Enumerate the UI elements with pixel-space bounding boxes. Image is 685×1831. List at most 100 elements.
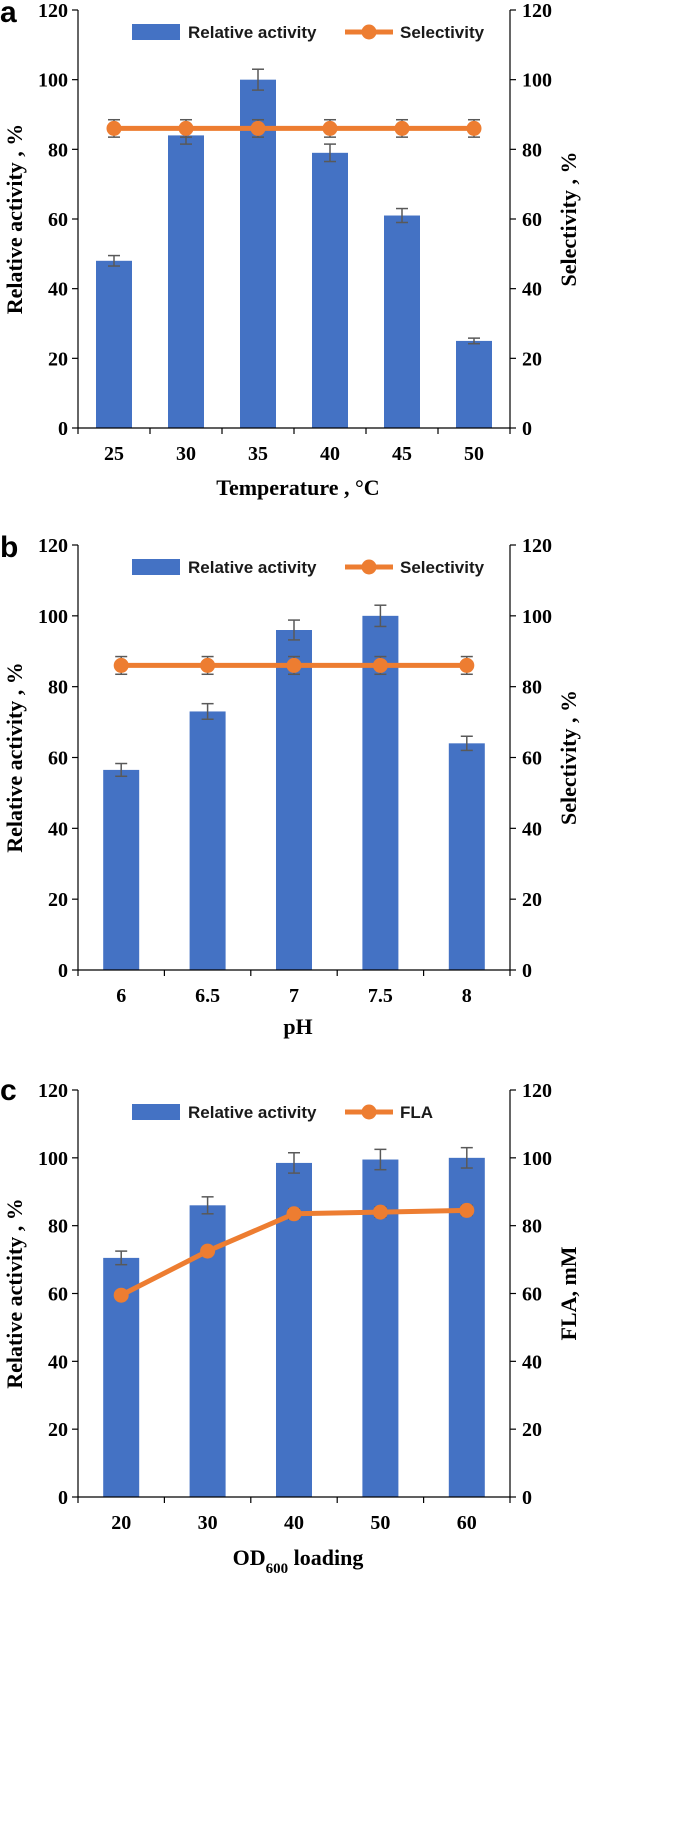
x-tick-label: 30 xyxy=(176,443,196,465)
y-tick-label-right: 0 xyxy=(522,960,532,982)
line-point-35 xyxy=(250,120,266,136)
panel-letter: c xyxy=(0,1074,17,1107)
x-tick-label: 25 xyxy=(104,443,124,465)
legend-marker xyxy=(361,1104,377,1120)
y-tick-label-left: 40 xyxy=(48,279,68,301)
bar-50 xyxy=(456,340,492,428)
x-axis-title: OD600 loading xyxy=(233,1545,364,1577)
bar-error-bar xyxy=(374,1148,387,1171)
x-tick-label: 40 xyxy=(320,443,340,465)
line-point-7.5 xyxy=(372,657,388,673)
chart-panel-b: b 0 0 20 20 40 40 60 60 80 80 100 100 120 120 6 6.5 7 7.5 8… xyxy=(0,531,581,1039)
bar-error-bar xyxy=(115,1250,128,1266)
line-point-40 xyxy=(286,1206,302,1222)
y-tick-label-left: 40 xyxy=(48,818,68,840)
y-axis-title-left: Relative activity , % xyxy=(2,1198,27,1389)
legend: Relative activity Selectivity xyxy=(132,558,485,577)
y-tick-label-right: 40 xyxy=(522,1351,542,1373)
x-tick-label: 35 xyxy=(248,443,268,465)
x-axis-title-rest: loading xyxy=(288,1545,363,1570)
y-tick-label-right: 40 xyxy=(522,818,542,840)
y-tick-label-right: 100 xyxy=(522,1148,552,1170)
x-tick-label: 40 xyxy=(284,1512,304,1534)
y-tick-label-right: 20 xyxy=(522,1419,542,1441)
y-tick-label-left: 120 xyxy=(38,535,68,557)
y-tick-label-left: 100 xyxy=(38,606,68,628)
x-tick-label: 20 xyxy=(111,1512,131,1534)
x-tick-label: 45 xyxy=(392,443,412,465)
y-tick-label-left: 100 xyxy=(38,70,68,92)
legend-label-bar: Relative activity xyxy=(188,1103,317,1122)
bar-error-bar xyxy=(288,619,300,641)
legend: Relative activity FLA xyxy=(132,1103,433,1122)
y-tick-label-left: 100 xyxy=(38,1148,68,1170)
y-tick-label-left: 120 xyxy=(38,1080,68,1102)
bar-error-bar xyxy=(201,1196,214,1215)
y-tick-label-left: 40 xyxy=(48,1351,68,1373)
bar-25 xyxy=(96,260,132,428)
y-tick-label-right: 80 xyxy=(522,1216,542,1238)
x-tick-label: 60 xyxy=(457,1512,477,1534)
panel-letter: b xyxy=(0,531,18,564)
bar-error-bar xyxy=(460,735,473,752)
bar-error-bar xyxy=(252,68,264,91)
bar-error-bar xyxy=(324,143,336,163)
x-tick-label: 50 xyxy=(370,1512,390,1534)
chart-panel-a: a 0 0 20 20 40 40 60 60 80 80 100 100 120 120 25 30 35 40 4… xyxy=(0,0,581,500)
y-tick-label-left: 80 xyxy=(48,677,68,699)
y-axis-title-left: Relative activity , % xyxy=(2,662,27,853)
bar-error-bar xyxy=(115,762,128,778)
bar-45 xyxy=(384,215,420,428)
legend-swatch-bar xyxy=(132,24,180,40)
y-tick-label-right: 0 xyxy=(522,1487,532,1509)
y-tick-label-left: 20 xyxy=(48,1419,68,1441)
bar-30 xyxy=(168,135,204,428)
y-tick-label-left: 20 xyxy=(48,889,68,911)
x-tick-label: 8 xyxy=(462,985,472,1007)
line-point-6 xyxy=(113,657,129,673)
y-axis-title-right: FLA, mM xyxy=(556,1246,581,1340)
panel-letter: a xyxy=(0,0,17,29)
legend-marker xyxy=(361,559,377,575)
y-tick-label-right: 120 xyxy=(522,1080,552,1102)
y-tick-label-left: 20 xyxy=(48,348,68,370)
y-tick-label-left: 0 xyxy=(58,418,68,440)
bar-6.5 xyxy=(189,711,226,970)
y-tick-label-right: 60 xyxy=(522,748,542,770)
x-tick-label: 6 xyxy=(116,985,126,1007)
line-point-7 xyxy=(286,657,302,673)
y-tick-label-right: 20 xyxy=(522,348,542,370)
line-point-60 xyxy=(459,1202,475,1218)
x-tick-label: 6.5 xyxy=(195,985,220,1007)
legend: Relative activity Selectivity xyxy=(132,23,485,42)
y-tick-label-right: 100 xyxy=(522,70,552,92)
y-tick-label-left: 0 xyxy=(58,960,68,982)
x-axis-title: Temperature , °C xyxy=(216,475,379,500)
y-tick-label-right: 40 xyxy=(522,279,542,301)
line-point-30 xyxy=(200,1243,216,1259)
bar-8 xyxy=(448,743,485,970)
bar-error-bar xyxy=(468,337,480,345)
bar-error-bar xyxy=(288,1151,300,1174)
legend-label-bar: Relative activity xyxy=(188,558,317,577)
x-tick-label: 50 xyxy=(464,443,484,465)
line-point-50 xyxy=(466,120,482,136)
line-point-6.5 xyxy=(200,657,216,673)
y-axis-title-right: Selectivity , % xyxy=(556,151,581,286)
x-tick-label: 30 xyxy=(198,1512,218,1534)
legend-label-line: Selectivity xyxy=(400,558,485,577)
legend-marker xyxy=(361,24,377,40)
y-tick-label-left: 60 xyxy=(48,748,68,770)
legend-swatch-bar xyxy=(132,1104,180,1120)
y-tick-label-right: 60 xyxy=(522,1284,542,1306)
y-tick-label-right: 0 xyxy=(522,418,532,440)
bar-error-bar xyxy=(374,604,387,628)
y-tick-label-right: 80 xyxy=(522,677,542,699)
x-axis-title-subscript: 600 xyxy=(266,1561,289,1577)
y-tick-label-left: 60 xyxy=(48,209,68,231)
legend-swatch-bar xyxy=(132,559,180,575)
y-axis-title-right: Selectivity , % xyxy=(556,690,581,825)
line-point-8 xyxy=(459,657,475,673)
bar-7 xyxy=(276,630,312,970)
line-point-30 xyxy=(178,120,194,136)
